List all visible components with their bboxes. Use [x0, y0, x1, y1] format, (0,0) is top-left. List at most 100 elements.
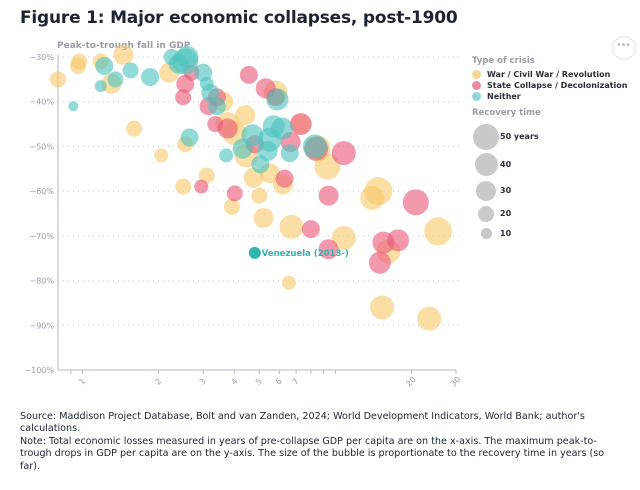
legend-size-20: 20 [472, 203, 627, 224]
bubble-state [175, 89, 192, 106]
legend-item-war[interactable]: War / Civil War / Revolution [472, 69, 627, 80]
bubble-war [198, 167, 215, 184]
x-tick-label: 30 [449, 375, 463, 389]
x-tick-label: 7 [291, 377, 301, 387]
size-30-icon [476, 180, 496, 201]
legend-item-neither[interactable]: Neither [472, 91, 627, 102]
annotation-label: Venezuela (2013-) [262, 249, 349, 259]
legend-size-40: 40 [472, 151, 627, 178]
legend: Type of crisis War / Civil War / Revolut… [472, 56, 627, 242]
footnote: Source: Maddison Project Database, Bolt … [20, 411, 626, 473]
size-40-icon [474, 153, 498, 176]
bubble-state [402, 189, 429, 216]
bubble-state [331, 141, 356, 166]
legend-item-label: Neither [487, 92, 521, 101]
x-tick-label: 4 [229, 377, 239, 387]
bubble-war [70, 57, 87, 74]
source-note: Source: Maddison Project Database, Bolt … [20, 411, 585, 435]
bubble-state [194, 179, 209, 194]
annotations: Venezuela (2013-) [248, 246, 349, 259]
size-label: 10 [500, 228, 512, 238]
bubble-neither [280, 144, 299, 163]
bubble-war [253, 207, 274, 228]
bubble-state [275, 169, 294, 188]
bubble-neither [180, 128, 199, 147]
bubble-neither [94, 80, 107, 93]
bubble-neither [122, 62, 139, 79]
y-axis: −30% −40% −50% −60% −70% −80% −90% −100% [24, 53, 59, 375]
figure-title: Figure 1: Major economic collapses, post… [20, 8, 458, 28]
y-tick-label: −100% [24, 366, 54, 375]
bubble-war [279, 214, 304, 239]
y-tick-label: −80% [30, 277, 55, 286]
y-tick-label: −50% [30, 142, 55, 151]
more-options-button[interactable]: ••• [612, 36, 636, 60]
legend-size-50: 50 years [472, 122, 627, 151]
legend-size-30: 30 [472, 178, 627, 203]
bubble-state [239, 65, 258, 84]
bubble-neither [219, 148, 234, 163]
legend-size-10: 10 [472, 224, 627, 242]
bubble-war [154, 148, 169, 163]
y-tick-label: −40% [30, 98, 55, 107]
bubble-war [113, 44, 134, 65]
swatch-war-icon [472, 70, 481, 79]
legend-item-state-collapse[interactable]: State Collapse / Decolonization [472, 80, 627, 91]
swatch-neither-icon [472, 92, 481, 101]
size-label: 20 [500, 209, 512, 218]
size-label: 30 [500, 186, 512, 195]
annotated-bubble [248, 246, 261, 259]
legend-item-label: War / Civil War / Revolution [487, 70, 611, 79]
bubble-neither [95, 56, 114, 75]
bubble-state [368, 251, 391, 274]
y-tick-label: −90% [30, 321, 55, 330]
bubble-state [289, 113, 312, 136]
bubble-chart: Peak-to-trough fall in GDP −30%−40%−50%−… [24, 41, 463, 389]
x-tick-label: 6 [274, 377, 284, 387]
size-50-icon [473, 123, 499, 150]
x-tick-label: 3 [198, 377, 208, 387]
bubble-neither [207, 97, 226, 116]
x-tick-label: 1 [77, 377, 87, 387]
bubble-war [126, 120, 143, 137]
bubble-neither [107, 71, 124, 88]
bubble-war [331, 226, 356, 251]
bubble-neither [68, 101, 79, 112]
size-10-icon [480, 227, 492, 239]
bubble-state [226, 185, 243, 202]
bubble-state [387, 229, 410, 252]
bubble-neither [176, 46, 199, 68]
y-tick-label: −60% [30, 187, 55, 196]
bubble-state [217, 118, 238, 139]
bubble-neither [141, 68, 160, 87]
legend-type-heading: Type of crisis [472, 56, 535, 66]
size-20-icon [478, 205, 494, 222]
legend-size-heading: Recovery time [472, 108, 541, 118]
bubble-war [314, 153, 341, 180]
size-label: 40 [500, 160, 512, 169]
bubble-neither [302, 134, 327, 159]
bubble-neither [201, 83, 220, 102]
bubbles [50, 44, 453, 331]
x-axis: 1 2 3 4 5 6 7 20 30 [58, 369, 463, 389]
bubble-war [424, 217, 453, 246]
bubble-war [50, 71, 66, 88]
bubble-war [281, 275, 296, 290]
bubble-neither [270, 117, 293, 140]
bubble-state [301, 220, 320, 239]
bubble-war [417, 306, 442, 331]
bubble-war [370, 295, 395, 320]
bubble-war [364, 177, 393, 206]
bubble-state [318, 185, 339, 206]
bubble-war [235, 105, 256, 126]
bubble-neither [266, 88, 289, 111]
y-tick-label: −70% [30, 232, 55, 241]
swatch-state-collapse-icon [472, 81, 481, 90]
x-tick-label: 5 [254, 377, 264, 387]
bubble-war [251, 187, 268, 204]
x-tick-label: 2 [153, 377, 163, 387]
bubble-war [223, 198, 240, 215]
legend-item-label: State Collapse / Decolonization [487, 81, 628, 90]
bubble-state [318, 239, 339, 260]
methodology-note: Note: Total economic losses measured in … [20, 435, 605, 472]
